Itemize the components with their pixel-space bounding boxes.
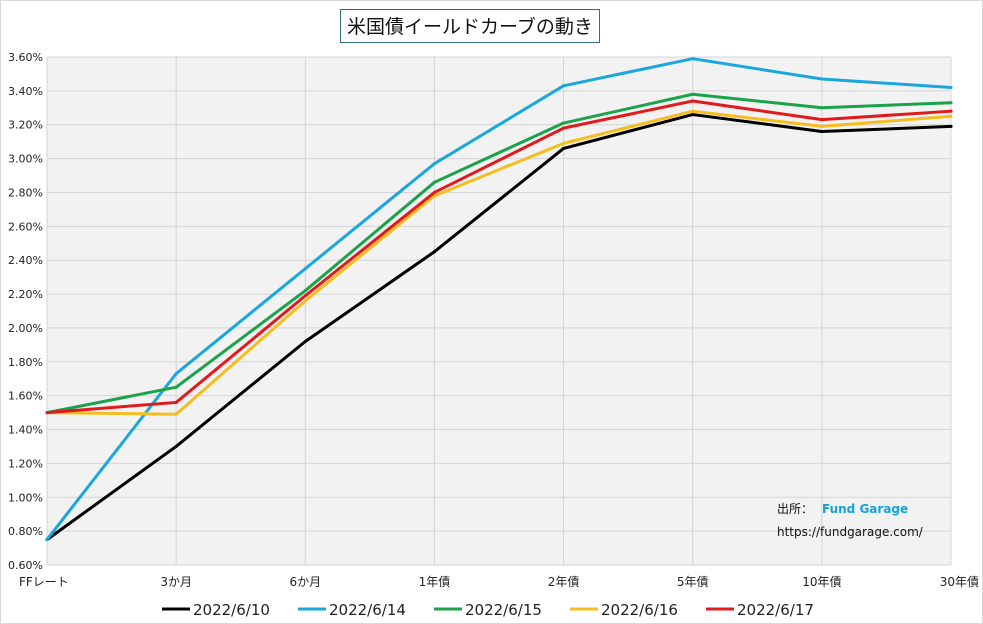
chart-title: 米国債イールドカーブの動き [340,9,600,43]
data-point [45,411,49,415]
data-point [820,77,824,81]
data-point [691,109,695,113]
data-point [562,141,566,145]
data-point [691,99,695,103]
source-url: https://fundgarage.com/ [777,525,924,539]
data-point [303,267,307,271]
data-point [174,412,178,416]
data-point [691,57,695,61]
y-tick-label: 1.00% [8,491,43,504]
data-point [174,372,178,376]
data-point [562,84,566,88]
series-line [45,57,953,542]
x-axis-ticks: FFレート 3か月 6か月 1年債 2年債 5年債 10年債 30年債 [19,574,979,589]
y-tick-label: 2.60% [8,220,43,233]
data-point [432,194,436,198]
data-point [562,121,566,125]
source-label: 出所： [777,502,813,516]
vertical-gridlines [46,57,952,565]
legend-label: 2022/6/16 [601,601,678,619]
data-point [949,85,953,89]
data-point [562,146,566,150]
legend-label: 2022/6/14 [329,601,406,619]
data-point [820,106,824,110]
data-point [949,114,953,118]
y-tick-label: 2.20% [8,288,43,301]
data-point [303,299,307,303]
data-point [432,250,436,254]
series-line [45,92,953,415]
y-tick-label: 3.20% [8,119,43,132]
data-point [174,400,178,404]
y-tick-label: 3.60% [8,51,43,64]
legend-label: 2022/6/15 [465,601,542,619]
data-point [691,113,695,117]
data-point [820,118,824,122]
data-point [45,538,49,542]
data-point [949,124,953,128]
data-point [562,126,566,130]
data-point [303,339,307,343]
data-point [820,130,824,134]
x-tick-label: 1年債 [419,574,451,589]
y-tick-label: 3.00% [8,153,43,166]
series-line [45,99,953,415]
x-tick-label: 5年債 [677,574,709,589]
data-point [303,289,307,293]
plot-area [47,57,951,565]
x-tick-label: FFレート [19,575,69,589]
y-tick-label: 1.40% [8,424,43,437]
y-tick-label: 2.00% [8,322,43,335]
legend-label: 2022/6/10 [193,601,270,619]
x-tick-label: 10年債 [802,574,841,589]
x-tick-label: 3か月 [160,575,192,589]
y-tick-label: 1.80% [8,356,43,369]
data-point [432,190,436,194]
x-tick-label: 2年債 [548,574,580,589]
data-point [820,124,824,128]
data-point [432,180,436,184]
x-tick-label: 6か月 [289,575,321,589]
data-point [949,109,953,113]
data-point [432,162,436,166]
source-brand: Fund Garage [822,502,908,516]
series-lines [45,57,953,542]
data-point [949,101,953,105]
y-tick-label: 2.40% [8,254,43,267]
source-annotation: 出所： Fund Garage https://fundgarage.com/ [777,502,924,539]
legend: 2022/6/10 2022/6/14 2022/6/15 2022/6/16 2022… [162,601,814,619]
data-point [691,92,695,96]
series-line [45,113,953,542]
data-point [303,294,307,298]
y-tick-label: 3.40% [8,85,43,98]
y-tick-label: 0.80% [8,525,43,538]
y-tick-label: 1.20% [8,457,43,470]
data-point [174,385,178,389]
series-line [45,109,953,416]
y-axis-ticks: 0.60% 0.80% 1.00% 1.20% 1.40% 1.60% 1.80% 2.00%… [8,51,43,572]
data-point [174,444,178,448]
y-tick-label: 2.80% [8,186,43,199]
x-tick-label: 30年債 [940,574,979,589]
y-tick-label: 0.60% [8,559,43,572]
y-tick-label: 1.60% [8,390,43,403]
legend-label: 2022/6/17 [737,601,814,619]
